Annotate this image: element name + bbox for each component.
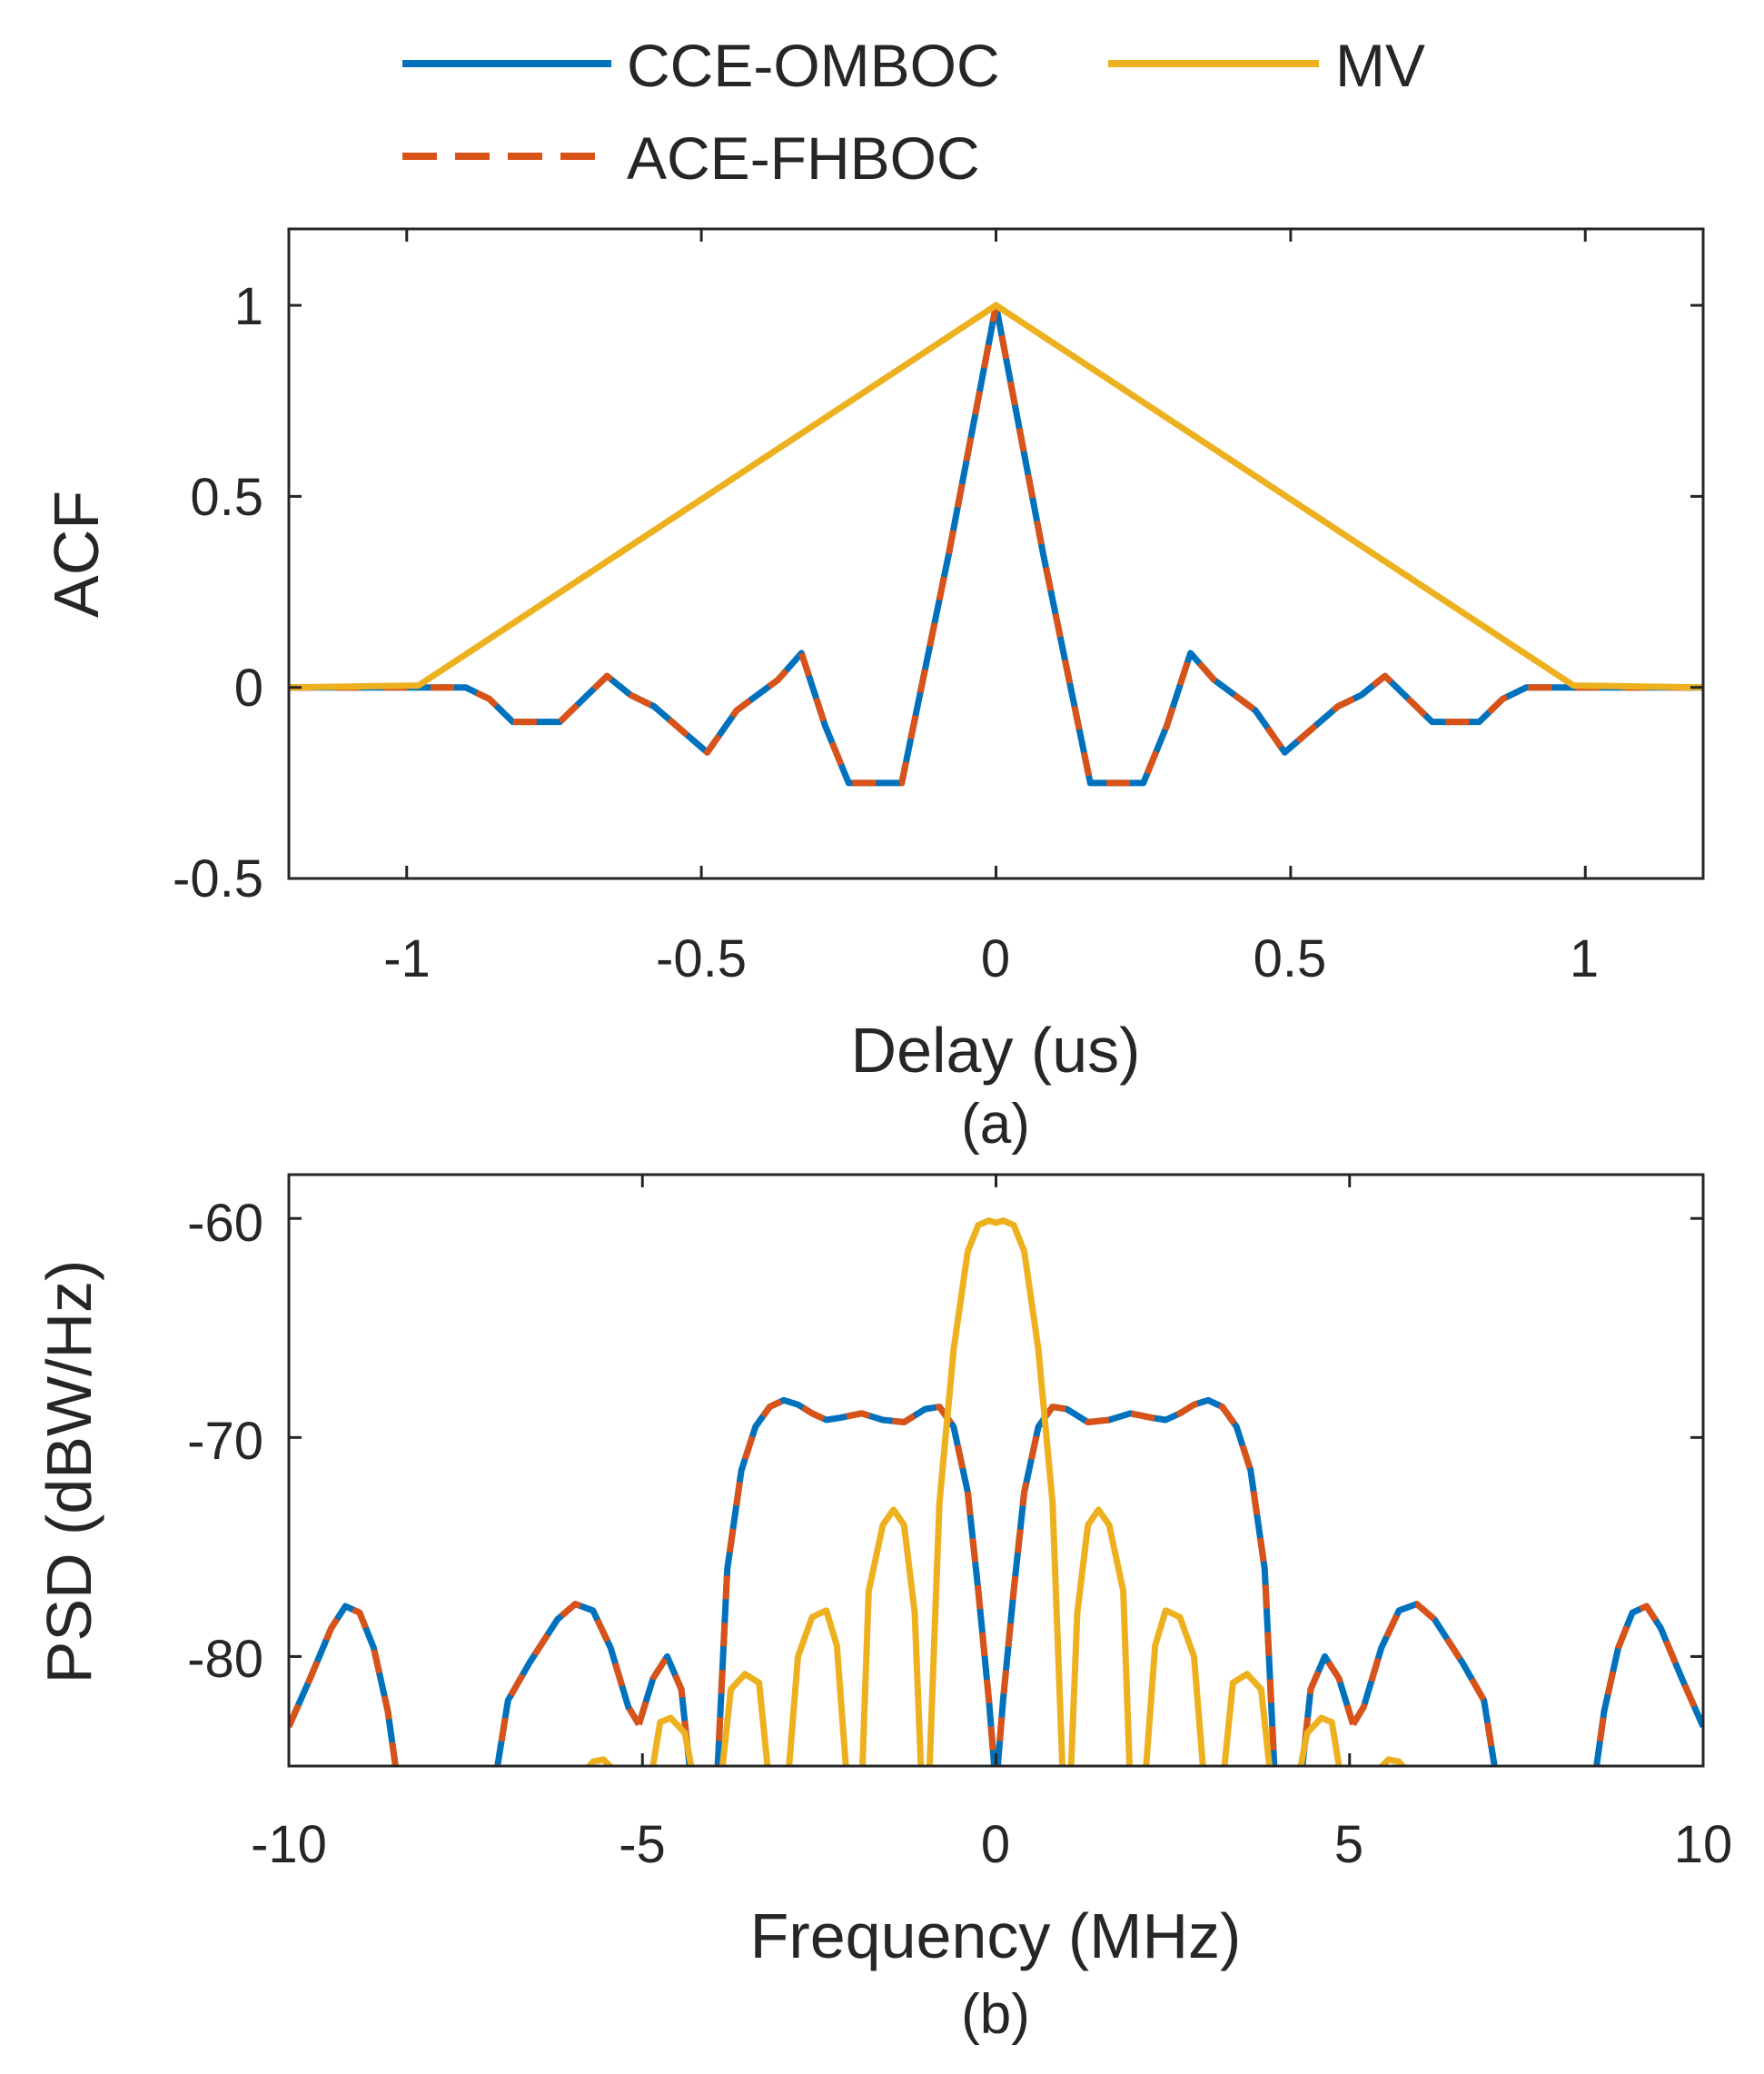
acf-plot-frame: [287, 227, 1705, 880]
psd-y-axis-label: PSD (dBW/Hz): [34, 1260, 104, 1684]
psd-series-cce-omboc: [1593, 1603, 1703, 1766]
psd-series-ace-fhboc: [994, 1396, 1278, 1766]
psd-series-ace-fhboc: [494, 1601, 642, 1766]
psd-series-mv: [1143, 1607, 1206, 1766]
psd-series-mv: [786, 1607, 849, 1766]
psd-series-mv: [718, 1671, 771, 1766]
psd-series-ace-fhboc: [1350, 1601, 1498, 1766]
psd-x-tick-label: 0: [981, 1815, 1010, 1874]
caption-b: (b): [961, 1983, 1030, 2046]
psd-x-tick-labels: -10 -5 0 5 10: [251, 1815, 1732, 1874]
psd-series-group: [289, 1217, 1703, 1766]
acf-panel: -1 -0.5 0 0.5 1 -0.5 0 0.5 1 Delay (us) …: [41, 227, 1705, 1156]
psd-series-mv: [1067, 1506, 1134, 1766]
psd-series-cce-omboc: [1350, 1601, 1498, 1766]
psd-series-cce-omboc: [714, 1396, 998, 1766]
psd-y-tick-label: -80: [187, 1630, 263, 1689]
caption-a: (a): [961, 1093, 1030, 1156]
psd-ticks: [287, 1175, 1705, 1766]
psd-series-ace-fhboc: [714, 1396, 998, 1766]
acf-y-tick-label: 0.5: [190, 468, 263, 527]
legend-item-ace-fhboc: ACE-FHBOC: [402, 124, 980, 192]
psd-series-mv: [1297, 1714, 1343, 1766]
psd-panel: -10 -5 0 5 10 -80 -70 -60 Frequency (MHz…: [34, 1173, 1732, 2046]
psd-series-cce-omboc: [994, 1396, 1278, 1766]
acf-y-axis-label: ACF: [41, 491, 112, 618]
psd-x-tick-label: 10: [1674, 1815, 1733, 1874]
acf-x-axis-label: Delay (us): [851, 1015, 1141, 1086]
psd-y-tick-label: -60: [187, 1194, 263, 1253]
psd-series-ace-fhboc: [636, 1652, 693, 1766]
legend-label-mv: MV: [1335, 32, 1425, 99]
psd-series-cce-omboc: [494, 1601, 642, 1766]
psd-y-tick-labels: -80 -70 -60: [187, 1194, 263, 1689]
legend: CCE-OMBOC MV ACE-FHBOC: [402, 32, 1425, 192]
psd-x-tick-label: -10: [251, 1815, 327, 1874]
psd-x-tick-label: 5: [1334, 1815, 1363, 1874]
psd-plot-frame: [287, 1173, 1705, 1768]
psd-x-axis-label: Frequency (MHz): [750, 1900, 1242, 1971]
acf-y-tick-label: 1: [234, 277, 263, 336]
acf-y-tick-label: -0.5: [173, 849, 263, 908]
psd-y-tick-label: -70: [187, 1412, 263, 1471]
psd-x-tick-label: -5: [619, 1815, 666, 1874]
legend-label-cce-omboc: CCE-OMBOC: [627, 32, 1000, 99]
acf-x-tick-label: -0.5: [656, 929, 747, 988]
psd-series-ace-fhboc: [289, 1603, 399, 1766]
legend-item-mv: MV: [1108, 32, 1425, 99]
legend-label-ace-fhboc: ACE-FHBOC: [627, 124, 980, 192]
psd-series-mv: [649, 1714, 695, 1766]
acf-series-group: [289, 302, 1703, 787]
acf-x-tick-label: -1: [383, 929, 431, 988]
acf-x-tick-label: 0.5: [1254, 929, 1327, 988]
acf-x-tick-labels: -1 -0.5 0 0.5 1: [383, 929, 1599, 988]
acf-x-tick-label: 1: [1570, 929, 1599, 988]
acf-y-tick-label: 0: [234, 659, 263, 718]
psd-series-mv: [1221, 1671, 1273, 1766]
psd-series-ace-fhboc: [1299, 1652, 1356, 1766]
psd-series-mv: [858, 1506, 925, 1766]
acf-series-mv: [289, 302, 1703, 691]
psd-series-mv: [926, 1217, 1066, 1766]
acf-x-tick-label: 0: [981, 929, 1010, 988]
legend-item-cce-omboc: CCE-OMBOC: [402, 32, 1000, 99]
acf-ticks: [289, 229, 1703, 880]
acf-y-tick-labels: -0.5 0 0.5 1: [173, 277, 263, 908]
